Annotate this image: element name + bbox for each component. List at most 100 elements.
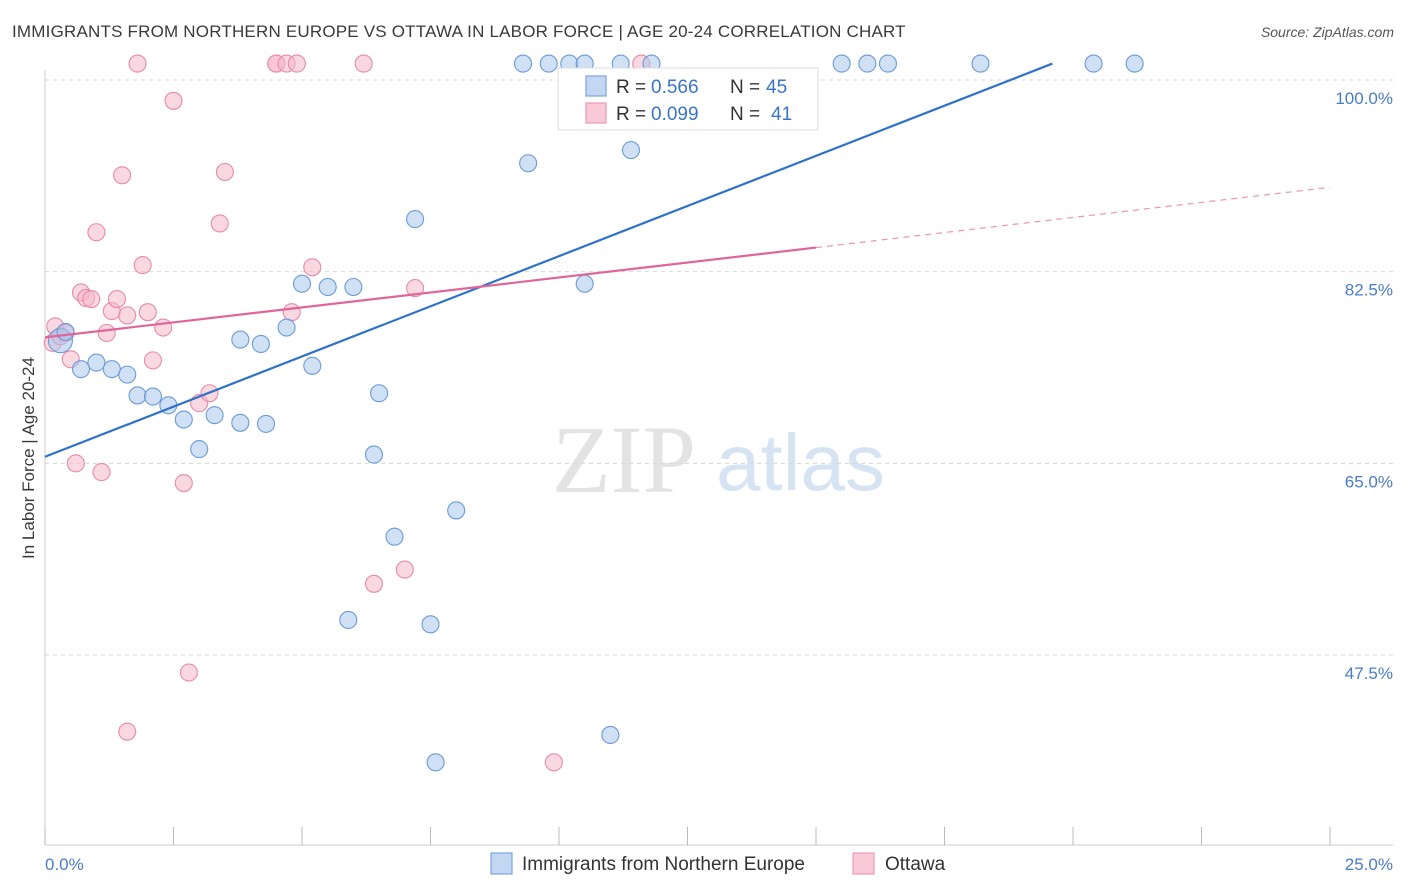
ottawa-point bbox=[354, 54, 373, 73]
ottawa-point bbox=[395, 560, 414, 579]
ottawa-point bbox=[215, 162, 234, 182]
bottom-legend-label-pink: Ottawa bbox=[885, 854, 946, 875]
northern-europe-point bbox=[513, 54, 533, 73]
trend-lines bbox=[44, 62, 1331, 458]
tick-labels: 47.5% 65.0% 82.5% 100.0% 0.0% 25.0% bbox=[45, 89, 1393, 874]
legend-r-value-2: 0.099 bbox=[651, 104, 699, 125]
northern-europe-point bbox=[174, 410, 193, 429]
y-tick-label: 47.5% bbox=[1345, 664, 1393, 683]
trend-line-ottawa bbox=[44, 246, 817, 339]
northern-europe-point bbox=[318, 277, 337, 297]
ottawa-point bbox=[92, 463, 111, 482]
ottawa-point bbox=[364, 574, 384, 593]
bottom-legend-swatch-pink bbox=[852, 852, 875, 875]
northern-europe-point bbox=[447, 501, 466, 520]
axes bbox=[44, 70, 1393, 846]
ottawa-point bbox=[133, 256, 152, 275]
ottawa-point bbox=[143, 351, 162, 370]
ottawa-point bbox=[179, 663, 198, 682]
y-tick-label: 82.5% bbox=[1345, 281, 1393, 300]
legend-n-value-2: 41 bbox=[771, 104, 792, 125]
legend-n-label-1: N = bbox=[730, 77, 760, 98]
ottawa-point bbox=[82, 289, 101, 309]
northern-europe-point bbox=[364, 445, 384, 464]
northern-europe-points bbox=[47, 54, 1144, 772]
northern-europe-point bbox=[878, 54, 898, 73]
ottawa-point bbox=[154, 318, 173, 337]
trend-line-northern-europe bbox=[44, 62, 1053, 458]
northern-europe-point bbox=[231, 330, 250, 349]
northern-europe-point bbox=[832, 54, 851, 73]
northern-europe-point bbox=[231, 413, 250, 432]
northern-europe-point bbox=[71, 360, 91, 379]
series-legend: Immigrants from Northern Europe Ottawa bbox=[490, 852, 946, 875]
northern-europe-point bbox=[385, 527, 404, 546]
northern-europe-point bbox=[256, 414, 276, 433]
gridlines bbox=[45, 79, 1393, 656]
ottawa-point bbox=[303, 258, 322, 277]
ottawa-point bbox=[118, 722, 137, 741]
northern-europe-point bbox=[370, 384, 389, 403]
ottawa-point bbox=[107, 289, 127, 309]
ottawa-point bbox=[128, 54, 147, 73]
northern-europe-point bbox=[1125, 54, 1144, 73]
watermark-atlas: atlas bbox=[716, 418, 885, 507]
ottawa-point bbox=[282, 303, 301, 322]
y-tick-label: 100.0% bbox=[1335, 89, 1393, 108]
northern-europe-point bbox=[190, 440, 209, 459]
ottawa-point bbox=[210, 214, 229, 233]
ottawa-point bbox=[118, 306, 137, 325]
northern-europe-point bbox=[1084, 54, 1103, 73]
ottawa-point bbox=[287, 54, 306, 73]
y-tick-label: 65.0% bbox=[1345, 472, 1393, 491]
northern-europe-point bbox=[858, 54, 877, 73]
northern-europe-point bbox=[406, 210, 425, 229]
ottawa-point bbox=[87, 223, 106, 242]
bottom-legend-swatch-blue bbox=[490, 852, 513, 875]
northern-europe-point bbox=[205, 406, 224, 425]
ottawa-point bbox=[406, 279, 425, 298]
ottawa-point bbox=[174, 473, 193, 493]
northern-europe-point bbox=[601, 725, 620, 745]
watermark-zip: ZIP bbox=[552, 406, 696, 513]
northern-europe-point bbox=[118, 365, 137, 384]
ottawa-point bbox=[544, 753, 563, 772]
ottawa-point bbox=[113, 166, 132, 185]
northern-europe-point bbox=[56, 322, 75, 341]
legend-n-value-1: 45 bbox=[766, 77, 787, 98]
chart-title: IMMIGRANTS FROM NORTHERN EUROPE VS OTTAW… bbox=[12, 22, 906, 41]
northern-europe-point bbox=[575, 274, 594, 293]
northern-europe-point bbox=[292, 274, 312, 293]
northern-europe-point bbox=[621, 141, 641, 160]
legend-swatch-blue bbox=[585, 75, 607, 97]
ottawa-point bbox=[66, 454, 85, 473]
ottawa-point bbox=[97, 323, 116, 343]
northern-europe-point bbox=[102, 360, 121, 379]
northern-europe-point bbox=[303, 356, 322, 375]
legend-swatch-pink bbox=[585, 102, 607, 124]
ottawa-point bbox=[138, 303, 157, 322]
northern-europe-point bbox=[143, 387, 162, 406]
northern-europe-point bbox=[421, 615, 440, 634]
legend-r-label-1: R = bbox=[616, 77, 646, 98]
legend-n-label-2: N = bbox=[730, 104, 760, 125]
legend-r-label-2: R = bbox=[616, 104, 646, 125]
northern-europe-point bbox=[426, 753, 445, 772]
x-tick-label: 25.0% bbox=[1345, 855, 1393, 874]
northern-europe-point bbox=[128, 386, 147, 405]
northern-europe-point bbox=[344, 277, 363, 297]
trend-line-ottawa-extension bbox=[815, 186, 1331, 249]
x-tick-label: 0.0% bbox=[45, 855, 84, 874]
northern-europe-point bbox=[87, 353, 106, 372]
northern-europe-point bbox=[251, 334, 270, 354]
correlation-legend: R = 0.566 N = 45 R = 0.099 N = 41 bbox=[557, 67, 819, 131]
ottawa-point bbox=[164, 91, 183, 110]
northern-europe-point bbox=[519, 154, 538, 173]
legend-r-value-1: 0.566 bbox=[651, 77, 699, 98]
source-credit: Source: ZipAtlas.com bbox=[1260, 24, 1394, 40]
northern-europe-point bbox=[539, 54, 558, 73]
y-axis-label: In Labor Force | Age 20-24 bbox=[19, 357, 38, 559]
northern-europe-point bbox=[971, 54, 990, 73]
northern-europe-point bbox=[277, 318, 296, 337]
